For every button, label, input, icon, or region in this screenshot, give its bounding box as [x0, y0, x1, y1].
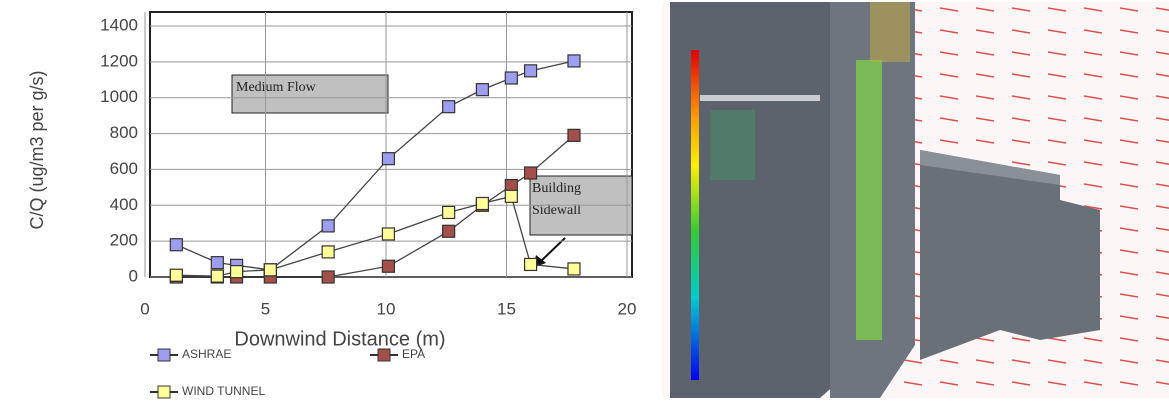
legend-entry: ASHRAE — [150, 347, 231, 361]
x-tick-label: 10 — [377, 299, 396, 318]
y-tick-label: 0 — [129, 266, 138, 285]
marker — [525, 167, 537, 179]
marker — [170, 269, 182, 281]
y-tick-label: 1200 — [100, 51, 138, 70]
color-bar — [691, 50, 699, 380]
marker — [322, 220, 334, 232]
annotation: Medium Flow Building Sidewall — [232, 75, 632, 268]
marker — [505, 190, 517, 202]
y-tick-label: 400 — [110, 195, 138, 214]
marker — [568, 129, 580, 141]
marker — [264, 264, 276, 276]
marker — [443, 225, 455, 237]
marker — [568, 55, 580, 67]
legend-label: EPA — [402, 347, 425, 361]
window-band — [700, 95, 820, 101]
x-tick-label: 15 — [497, 299, 516, 318]
legend-marker — [158, 386, 170, 398]
marker — [170, 239, 182, 251]
legend-label: ASHRAE — [182, 347, 231, 361]
marker — [231, 266, 243, 278]
legend-marker — [378, 349, 390, 361]
x-tick-label: 5 — [261, 299, 270, 318]
legend-entry: WIND TUNNEL — [150, 384, 265, 398]
legend-marker — [158, 349, 170, 361]
marker — [211, 270, 223, 282]
y-tick-label: 1400 — [100, 15, 138, 34]
marker — [505, 72, 517, 84]
marker — [568, 263, 580, 275]
plume-front — [710, 110, 755, 180]
marker — [525, 258, 537, 270]
x-tick-label: 20 — [618, 299, 637, 318]
marker — [322, 271, 334, 283]
marker — [382, 153, 394, 165]
y-tick-label: 800 — [110, 123, 138, 142]
annotation-wrap: Building Sidewall — [532, 178, 630, 234]
legend-label: WIND TUNNEL — [182, 384, 265, 398]
y-tick-label: 1000 — [100, 87, 138, 106]
plume-side — [856, 60, 882, 340]
marker — [476, 84, 488, 96]
marker — [382, 260, 394, 272]
marker — [525, 65, 537, 77]
annotation-text: Building Sidewall — [532, 178, 630, 222]
marker — [382, 228, 394, 240]
marker — [476, 197, 488, 209]
x-tick-label: 0 — [140, 299, 149, 318]
figure: C/Q (ug/m3 per g/s) Downwind Distance (m… — [0, 0, 1169, 401]
cfd-image — [662, 2, 1169, 398]
y-tick-label: 600 — [110, 159, 138, 178]
marker — [322, 246, 334, 258]
marker — [211, 257, 223, 269]
marker — [443, 101, 455, 113]
y-axis-label: C/Q (ug/m3 per g/s) — [27, 70, 47, 229]
plume-roof — [870, 2, 910, 62]
marker — [443, 206, 455, 218]
y-tick-label: 200 — [110, 231, 138, 250]
annotation-text: Medium Flow — [236, 80, 317, 95]
